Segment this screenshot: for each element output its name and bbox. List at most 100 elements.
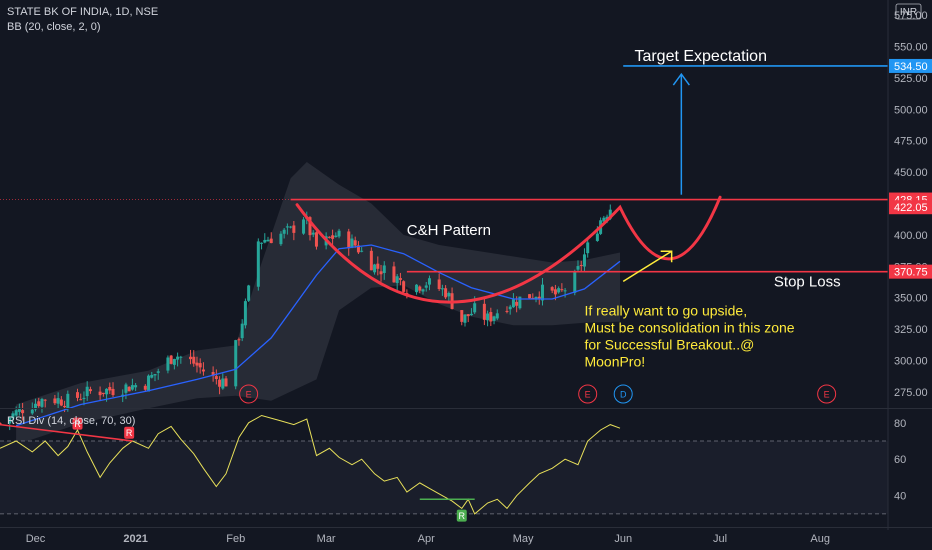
candle-body bbox=[88, 389, 92, 392]
rsi-band-fill bbox=[0, 440, 888, 514]
candle-body bbox=[421, 289, 425, 292]
event-marker-circle bbox=[239, 384, 259, 404]
candle-body bbox=[486, 313, 490, 321]
breakout-note-line: for Successful Breakout..@ bbox=[584, 336, 754, 352]
candle-body bbox=[602, 217, 606, 222]
rsi-tick-label: 80 bbox=[894, 418, 906, 430]
candle-body bbox=[356, 245, 360, 253]
candle-body bbox=[437, 279, 441, 290]
rsi-tick-label: 40 bbox=[894, 491, 906, 503]
candle-body bbox=[34, 403, 38, 410]
candle-body bbox=[511, 299, 515, 308]
candle-body bbox=[605, 216, 609, 220]
candle-body bbox=[515, 301, 519, 306]
note-arrow-head bbox=[660, 250, 673, 263]
candle-body bbox=[518, 296, 522, 309]
candle-body bbox=[311, 232, 315, 235]
candle-body bbox=[21, 410, 25, 414]
price-tick-label: 525.00 bbox=[894, 73, 928, 85]
candle-body bbox=[14, 410, 18, 416]
candle-body bbox=[282, 229, 286, 234]
candle-body bbox=[198, 363, 202, 368]
target-arrow-head bbox=[672, 72, 690, 86]
candle-body bbox=[214, 376, 218, 380]
candle-body bbox=[440, 288, 444, 290]
candle-body bbox=[573, 272, 577, 293]
candle-body bbox=[415, 284, 419, 293]
event-marker-label: E bbox=[824, 390, 830, 400]
bb-basis-line bbox=[15, 244, 621, 427]
candle-body bbox=[17, 407, 21, 412]
time-tick-label: Dec bbox=[26, 533, 46, 545]
candle-body bbox=[402, 281, 406, 292]
candle-body bbox=[240, 323, 244, 339]
candle-body bbox=[466, 314, 470, 317]
cup-handle-curve bbox=[295, 195, 722, 304]
breakout-note-line: MoonPro! bbox=[584, 353, 645, 369]
candle-body bbox=[373, 264, 377, 273]
time-tick-label: Feb bbox=[226, 533, 245, 545]
candle-body bbox=[147, 375, 151, 392]
time-tick-label: Jul bbox=[713, 533, 727, 545]
candle-body bbox=[469, 313, 473, 316]
currency-badge bbox=[895, 3, 922, 20]
rsi-bear-divergence-line bbox=[0, 423, 133, 442]
candle-body bbox=[82, 397, 86, 399]
candle-body bbox=[314, 232, 318, 247]
price-tick-label: 275.00 bbox=[894, 387, 928, 399]
stop-loss-annotation: Stop Loss bbox=[774, 273, 841, 290]
candle-body bbox=[8, 417, 12, 424]
candle-body bbox=[221, 378, 225, 389]
candle-body bbox=[195, 362, 199, 366]
candle-body bbox=[550, 287, 554, 291]
price-tick-label: 325.00 bbox=[894, 324, 928, 336]
candle-body bbox=[192, 356, 196, 364]
candle-body bbox=[75, 392, 79, 398]
time-tick-label: Apr bbox=[418, 533, 435, 545]
rsi-tick-label: 60 bbox=[894, 454, 906, 466]
candle-body bbox=[263, 239, 267, 243]
candle-body bbox=[350, 238, 354, 248]
price-label-badge bbox=[889, 264, 932, 279]
candle-body bbox=[218, 379, 222, 387]
candle-body bbox=[463, 314, 467, 323]
candle-body bbox=[124, 384, 128, 393]
time-tick-label: Jun bbox=[614, 533, 632, 545]
time-tick-label: 2021 bbox=[123, 533, 147, 545]
candle-body bbox=[85, 386, 89, 397]
candle-body bbox=[105, 388, 109, 395]
candle-body bbox=[392, 266, 396, 283]
candle-body bbox=[528, 294, 532, 299]
candle-body bbox=[537, 296, 541, 300]
candle-body bbox=[382, 265, 386, 273]
candle-body bbox=[579, 265, 583, 267]
candle-body bbox=[376, 263, 380, 269]
event-marker-label: E bbox=[246, 390, 252, 400]
rsi-signal-badge bbox=[72, 417, 83, 430]
bb-indicator-label: BB (20, close, 2, 0) bbox=[7, 21, 101, 33]
time-tick-label: Mar bbox=[317, 533, 336, 545]
candle-body bbox=[247, 285, 251, 301]
candle-body bbox=[43, 399, 47, 401]
candle-body bbox=[289, 226, 293, 228]
candle-body bbox=[63, 405, 67, 408]
candle-body bbox=[134, 385, 138, 388]
candle-body bbox=[256, 241, 260, 287]
event-marker-circle bbox=[578, 384, 598, 404]
candle-body bbox=[30, 409, 34, 414]
price-label-text: 370.75 bbox=[894, 267, 928, 279]
candle-body bbox=[418, 286, 422, 291]
candle-body bbox=[379, 271, 383, 275]
candle-body bbox=[505, 310, 509, 312]
candle-body bbox=[395, 276, 399, 283]
event-marker-label: D bbox=[620, 390, 627, 400]
candle-body bbox=[347, 231, 351, 249]
candle-body bbox=[576, 266, 580, 270]
rsi-signal-badge bbox=[124, 426, 135, 439]
candle-body bbox=[353, 240, 357, 246]
candle-body bbox=[492, 316, 496, 321]
candle-body bbox=[482, 303, 486, 320]
candle-body bbox=[595, 233, 599, 241]
candle-body bbox=[534, 297, 538, 299]
